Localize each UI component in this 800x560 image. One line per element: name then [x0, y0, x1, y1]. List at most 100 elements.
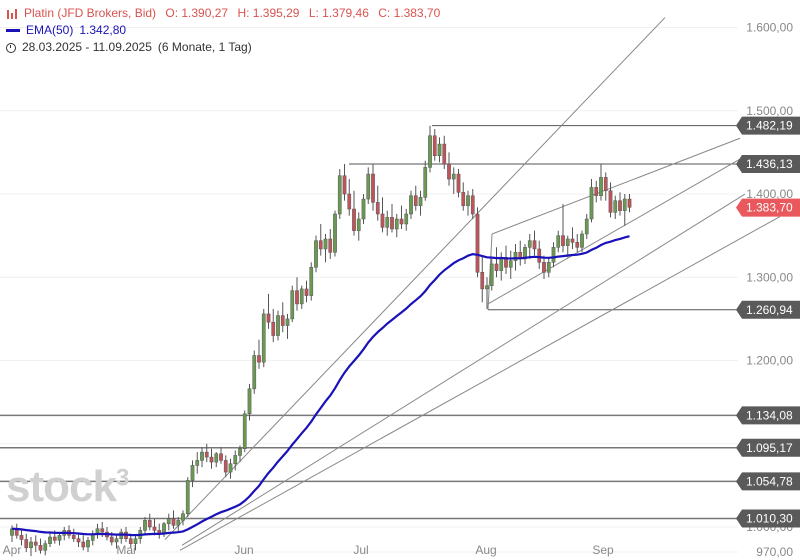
- candle-body: [43, 543, 48, 551]
- trendlines: [164, 17, 781, 551]
- candle: [542, 255, 546, 279]
- candle: [489, 258, 494, 291]
- candle-body: [356, 218, 361, 231]
- stock3-logo: stock3: [6, 462, 129, 511]
- candle-body: [618, 200, 622, 211]
- candle: [328, 228, 333, 259]
- legend-instrument-row: Platin (JFD Brokers, Bid) O: 1.390,27 H:…: [6, 5, 446, 22]
- candle-body: [513, 252, 518, 261]
- candle: [432, 129, 437, 161]
- candle-body: [29, 541, 33, 549]
- candle-body: [171, 518, 176, 526]
- candle-body: [580, 233, 584, 248]
- candle-body: [485, 285, 489, 290]
- candle: [33, 535, 38, 552]
- y-tick-label: 970,00: [756, 545, 793, 559]
- candle-body: [447, 163, 451, 180]
- candle-body: [309, 267, 314, 296]
- candle: [247, 383, 252, 421]
- candle-body: [200, 451, 204, 461]
- candle: [570, 227, 575, 249]
- candle-body: [266, 313, 271, 323]
- candle-body: [219, 453, 223, 461]
- legend-ema-row: EMA(50) 1.342,80: [6, 22, 446, 39]
- candle: [599, 164, 603, 201]
- y-tick-label: 1.500,00: [746, 104, 793, 118]
- candle-body: [451, 173, 456, 180]
- x-tick-label: Jun: [234, 543, 253, 557]
- candle: [428, 125, 432, 173]
- candle: [86, 537, 90, 552]
- candle: [347, 179, 352, 216]
- candle-body: [603, 177, 608, 191]
- candle: [356, 212, 361, 241]
- candle: [603, 172, 608, 201]
- candle: [171, 510, 176, 529]
- candle-body: [209, 456, 214, 463]
- candle-body: [247, 388, 252, 415]
- candle-body: [608, 190, 613, 213]
- candle-body: [565, 238, 570, 246]
- candle-body: [337, 175, 342, 215]
- ema-label: EMA(50): [26, 23, 74, 37]
- badge-shape: [736, 509, 800, 528]
- candle-body: [257, 355, 261, 363]
- y-tick-label: 1.300,00: [746, 270, 793, 284]
- x-axis: Apr Mai Jun Jul Aug Sep: [3, 543, 614, 557]
- candle: [413, 185, 418, 211]
- candle-body: [185, 480, 190, 514]
- candlestick-icon: [6, 8, 18, 20]
- candle: [527, 233, 532, 259]
- candle-body: [504, 257, 508, 268]
- period-label: (6 Monate, 1 Tag): [157, 40, 252, 54]
- candle-body: [38, 545, 43, 551]
- candle-body: [589, 187, 594, 220]
- candle: [565, 235, 570, 258]
- candle-body: [48, 536, 52, 544]
- candle: [584, 214, 589, 239]
- candle: [390, 204, 394, 233]
- horizontal-levels: [0, 125, 738, 520]
- candle: [223, 455, 228, 478]
- candle-body: [366, 173, 371, 200]
- candle-body: [409, 195, 413, 215]
- candle-body: [375, 202, 380, 215]
- candle-body: [52, 536, 57, 541]
- candle: [461, 182, 466, 211]
- candle-body: [442, 143, 447, 165]
- candle: [252, 350, 257, 394]
- badge-label: 1.054,78: [746, 474, 793, 488]
- level-badge: 1.054,78: [736, 472, 800, 491]
- candle-body: [228, 463, 233, 473]
- candle-body: [323, 238, 328, 250]
- candle-body: [418, 197, 423, 206]
- candle: [19, 530, 24, 546]
- candle-body: [81, 541, 86, 548]
- y-tick-label: 1.400,00: [746, 187, 793, 201]
- candle-body: [413, 195, 418, 206]
- candle: [551, 242, 556, 268]
- candle-body: [181, 513, 185, 521]
- x-tick-label: Apr: [3, 543, 22, 557]
- candle-body: [542, 262, 546, 273]
- candle: [537, 240, 542, 269]
- candle: [133, 535, 138, 551]
- candle: [318, 223, 323, 256]
- level-badge: 1.095,17: [736, 438, 800, 457]
- candle: [480, 255, 485, 303]
- candle-body: [380, 213, 385, 228]
- candle: [143, 517, 147, 536]
- candle-body: [271, 321, 276, 336]
- candle-body: [361, 198, 366, 220]
- candle-body: [385, 217, 390, 228]
- candle: [257, 339, 261, 369]
- candle: [475, 207, 480, 278]
- candle-body: [33, 541, 38, 546]
- candle-body: [494, 263, 499, 271]
- candle-body: [347, 193, 352, 210]
- candle-body: [390, 217, 394, 230]
- level-badge: 1.436,13: [736, 154, 800, 173]
- candle-body: [404, 213, 409, 225]
- candle-body: [147, 520, 152, 528]
